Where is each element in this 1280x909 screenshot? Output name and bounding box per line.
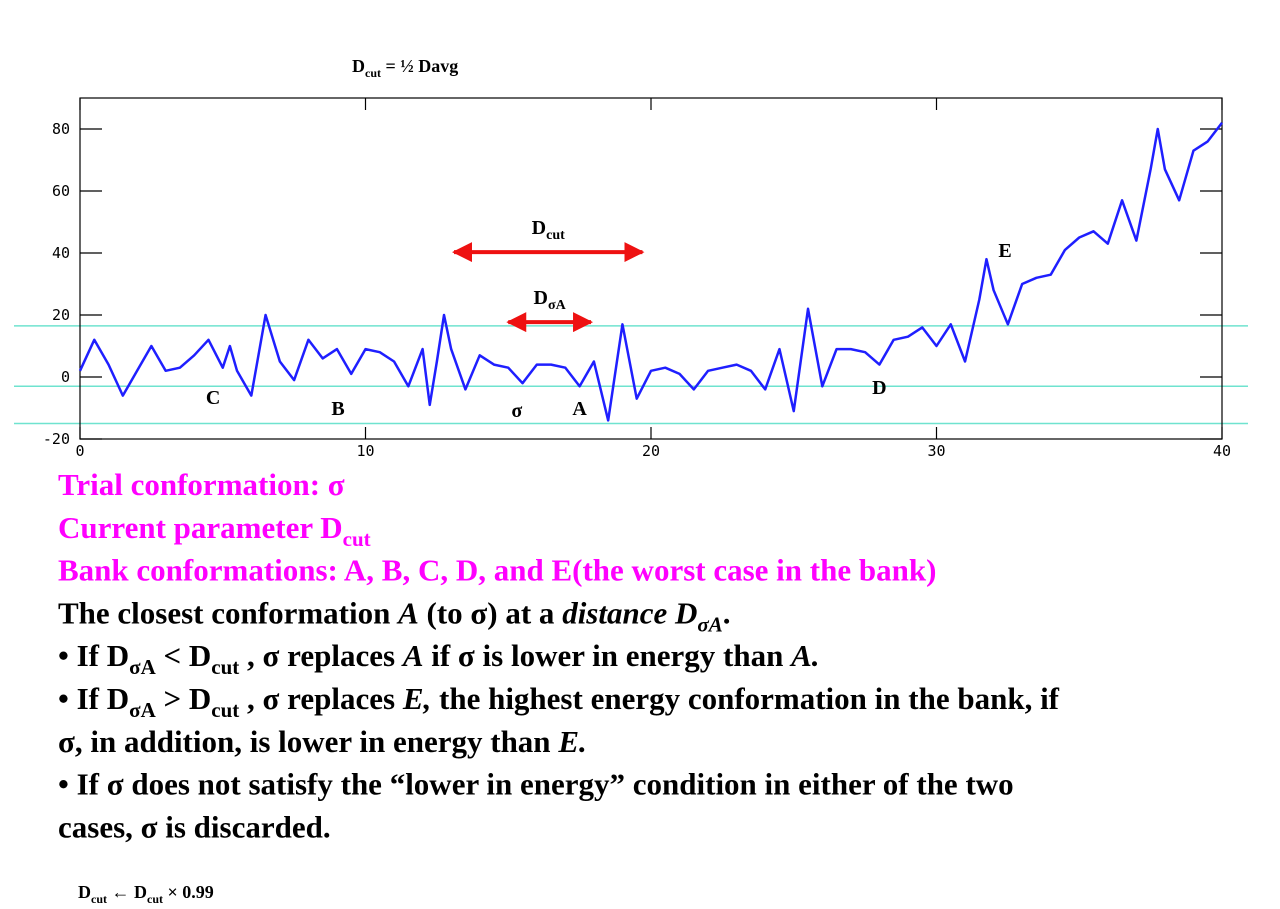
arrow-label: Dcut xyxy=(532,217,565,243)
x-tick-label: 40 xyxy=(1213,442,1231,460)
text-segment: cut xyxy=(91,892,107,906)
text-segment: Current parameter D xyxy=(58,510,343,545)
text-segment: σA xyxy=(129,655,156,679)
text-segment: > D xyxy=(156,681,212,716)
y-tick-label: 60 xyxy=(52,182,70,200)
text-segment: Bank conformations: A, B, C, D, and E(th… xyxy=(58,553,936,588)
text-segment: Trial conformation: σ xyxy=(58,467,345,502)
text-segment: • If D xyxy=(58,681,129,716)
annotation: C xyxy=(206,387,220,409)
x-tick-label: 0 xyxy=(75,442,84,460)
x-tick-label: 30 xyxy=(927,442,945,460)
x-tick-label: 20 xyxy=(642,442,660,460)
y-tick-label: 80 xyxy=(52,120,70,138)
data-line xyxy=(78,122,1223,422)
text-segment: σ, in addition, is lower in energy than xyxy=(58,724,558,759)
annotation: σ xyxy=(511,400,522,422)
text-segment: ← D xyxy=(107,882,147,902)
text-segment: A xyxy=(396,595,419,630)
body-line: • If DσA > Dcut , σ replaces E, the high… xyxy=(58,681,1060,722)
text-segment: σA xyxy=(697,612,722,636)
text-segment: A xyxy=(401,638,424,673)
body-line: • If DσA < Dcut , σ replaces A if σ is l… xyxy=(58,638,820,679)
text-segment: E, xyxy=(402,681,431,716)
text-segment: cut xyxy=(211,698,239,722)
text-segment: , σ replaces xyxy=(239,681,403,716)
footer-text: Dcut ← Dcut × 0.99 xyxy=(78,882,214,906)
text-segment: cut xyxy=(147,892,163,906)
text-segment: cut xyxy=(365,66,381,80)
text-segment: D xyxy=(352,56,365,76)
text-segment: . xyxy=(723,595,731,630)
body-line: The closest conformation A (to σ) at a d… xyxy=(58,595,730,636)
annotation: B xyxy=(331,398,344,420)
body-line: • If σ does not satisfy the “lower in en… xyxy=(58,767,1014,802)
arrow-label: DσA xyxy=(534,287,567,313)
body-line: σ, in addition, is lower in energy than … xyxy=(58,724,587,759)
text-segment: distance D xyxy=(562,595,697,630)
y-tick-label: 20 xyxy=(52,306,70,324)
text-segment: cases, σ is discarded. xyxy=(58,809,331,844)
x-tick-label: 10 xyxy=(356,442,374,460)
y-tick-label: 0 xyxy=(61,368,70,386)
body-line: Current parameter Dcut xyxy=(58,510,371,551)
text-segment: = ½ Davg xyxy=(381,56,458,76)
text-segment: cut xyxy=(211,655,239,679)
text-segment: (to σ) at a xyxy=(419,595,562,630)
text-segment: • If σ does not satisfy the “lower in en… xyxy=(58,767,1014,802)
text-segment: D xyxy=(78,882,91,902)
y-tick-label: -20 xyxy=(43,430,70,448)
text-segment: < D xyxy=(156,638,212,673)
text-segment: D xyxy=(534,287,548,309)
body-line: cases, σ is discarded. xyxy=(58,809,331,844)
text-segment: the highest energy conformation in the b… xyxy=(431,681,1059,716)
y-tick-label: 40 xyxy=(52,244,70,262)
text-segment: • If D xyxy=(58,638,129,673)
text-segment: σA xyxy=(129,698,156,722)
text-segment: D xyxy=(532,217,546,239)
annotation: A xyxy=(572,398,587,420)
text-segment: cut xyxy=(343,527,371,551)
text-segment: , σ replaces xyxy=(239,638,403,673)
chart-title: Dcut = ½ Davg xyxy=(352,56,458,80)
text-segment: The closest conformation xyxy=(58,595,398,630)
text-segment: if σ is lower in energy than xyxy=(424,638,792,673)
text-segment: × 0.99 xyxy=(163,882,214,902)
annotation: D xyxy=(872,377,886,399)
text-segment: σA xyxy=(548,298,567,313)
body-line: Trial conformation: σ xyxy=(58,467,345,502)
text-segment: E. xyxy=(557,724,586,759)
text-segment: A. xyxy=(789,638,819,673)
text-segment: cut xyxy=(546,228,565,243)
annotation: E xyxy=(998,240,1011,262)
body-line: Bank conformations: A, B, C, D, and E(th… xyxy=(58,553,936,588)
